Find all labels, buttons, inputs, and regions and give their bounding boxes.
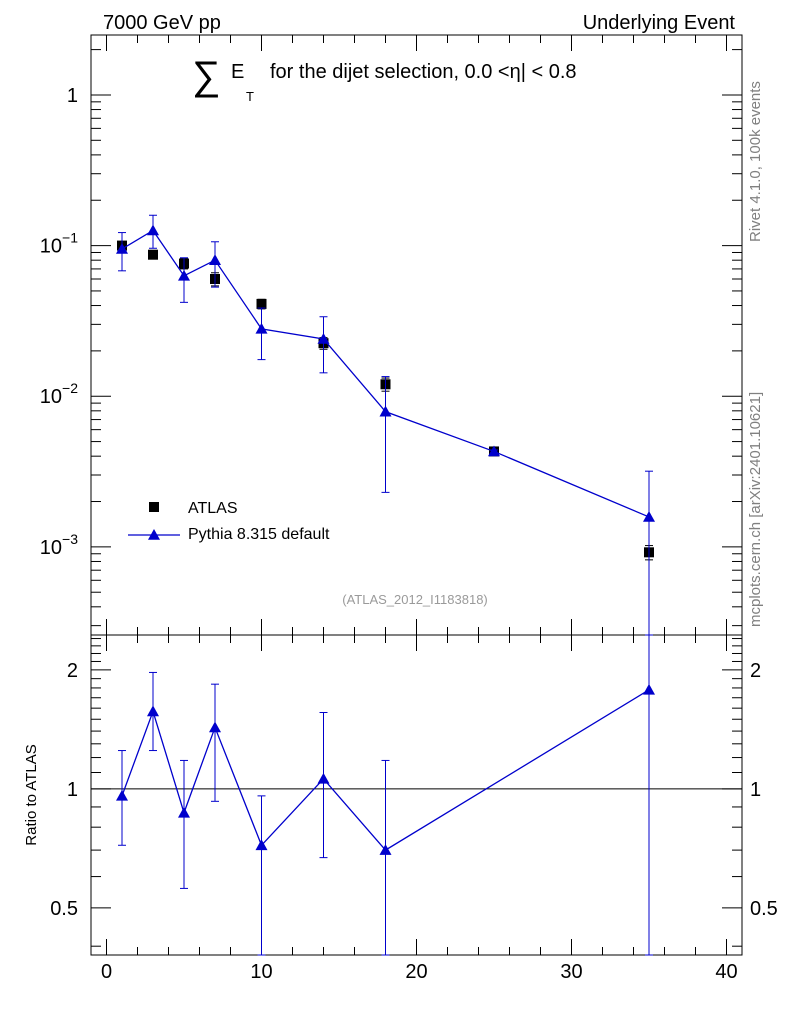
legend-label-atlas: ATLAS <box>188 500 238 517</box>
ratio-y-tick-label: 2 <box>67 660 78 682</box>
x-tick-label: 40 <box>715 961 737 983</box>
y-tick-label: 10−2 <box>40 380 78 408</box>
rivet-label: Rivet 4.1.0, 100k events <box>747 81 764 242</box>
main-frame <box>90 34 743 636</box>
atlas-point <box>256 298 267 309</box>
main-axes: 1 10−1 10−2 10−3 <box>40 35 742 635</box>
pythia-point <box>488 445 500 457</box>
ratio-ylabel: Ratio to ATLAS <box>23 744 40 845</box>
ratio-point <box>178 806 190 818</box>
title-sigma: ∑ <box>192 54 221 98</box>
mcplots-label: mcplots.cern.ch [arXiv:2401.10621] <box>747 392 764 627</box>
ratio-point <box>255 839 268 851</box>
pythia-point <box>209 254 221 265</box>
ratio-point <box>643 683 655 695</box>
y-tick-label: 10−3 <box>40 531 78 559</box>
x-tick-label: 30 <box>560 961 582 983</box>
ratio-y-tick-label: 1 <box>67 779 78 801</box>
ratio-point <box>379 844 392 855</box>
pythia-point <box>147 224 159 236</box>
x-tick-label: 20 <box>405 961 427 983</box>
y-tick-label: 10−1 <box>40 230 78 258</box>
pythia-point <box>178 269 190 281</box>
pythia-point <box>379 405 392 417</box>
ratio-point <box>147 705 159 717</box>
ratio-line <box>121 689 650 851</box>
ratio-y-tick-label-right: 1 <box>750 779 761 801</box>
ratio-point <box>116 789 128 801</box>
ratio-point <box>209 721 221 733</box>
header-right: Underlying Event <box>583 12 736 34</box>
main-title: ∑ E T for the dijet selection, 0.0 <η| <… <box>192 54 577 104</box>
x-tick-label: 0 <box>101 961 112 983</box>
pythia-point <box>643 510 655 522</box>
title-sub: T <box>246 89 254 104</box>
x-tick-label: 10 <box>250 961 272 983</box>
legend: ATLAS Pythia 8.315 default <box>128 500 330 543</box>
ratio-frame <box>90 634 743 956</box>
y-tick-label: 1 <box>67 85 78 107</box>
pythia-point <box>317 332 330 344</box>
title-var: E <box>231 61 244 83</box>
legend-marker-pythia <box>148 529 160 540</box>
legend-marker-atlas <box>149 502 159 512</box>
ratio-axes: 0 10 20 30 40 0.5 0.5 1 1 2 2 <box>50 635 778 983</box>
atlas-point <box>148 249 158 260</box>
ratio-data <box>116 634 655 956</box>
main-data <box>116 214 655 636</box>
ratio-point <box>317 772 330 784</box>
pythia-point <box>116 242 128 254</box>
title-text: for the dijet selection, 0.0 <η| < 0.8 <box>270 61 577 83</box>
legend-label-pythia: Pythia 8.315 default <box>188 526 330 543</box>
analysis-id: (ATLAS_2012_I1183818) <box>342 592 488 607</box>
ratio-y-tick-label-right: 0.5 <box>750 898 778 920</box>
ratio-y-tick-label: 0.5 <box>50 898 78 920</box>
pythia-point <box>255 322 268 334</box>
header-left: 7000 GeV pp <box>103 12 221 34</box>
ratio-y-tick-label-right: 2 <box>750 660 761 682</box>
